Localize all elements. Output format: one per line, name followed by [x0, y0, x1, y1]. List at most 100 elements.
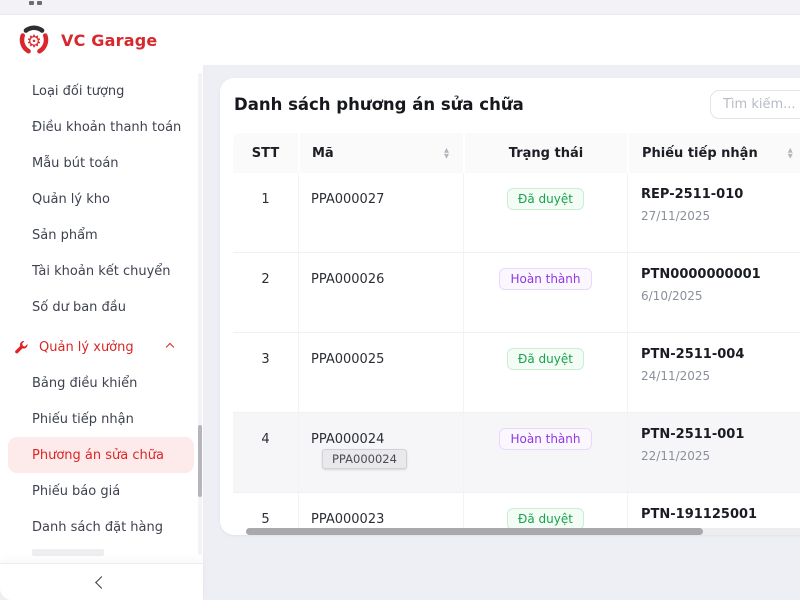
cell-ma: PPA000024 [298, 413, 463, 492]
receipt-date: 24/11/2025 [641, 369, 711, 383]
cell-stt: 4 [261, 432, 270, 447]
sidebar-item-label: Loại đối tượng [32, 83, 125, 99]
sidebar-item-loai-doi-tuong[interactable]: Loại đối tượng [0, 73, 203, 109]
sidebar-item-danh-sach-dat-hang[interactable]: Danh sách đặt hàng [0, 509, 203, 545]
cell-status: Hoàn thành [463, 413, 627, 492]
receipt-date: 27/11/2025 [641, 209, 711, 223]
status-badge: Hoàn thành [499, 428, 592, 450]
receipt-date: 6/10/2025 [641, 289, 703, 303]
svg-text:⚙: ⚙ [26, 32, 41, 52]
page-title: Danh sách phương án sửa chữa [234, 95, 524, 114]
table-row[interactable]: 4 PPA000024 Hoàn thành PTN-2511-001 22/1… [233, 413, 800, 493]
card-header: Danh sách phương án sửa chữa [220, 78, 800, 133]
sidebar-item-label: Tài khoản kết chuyển [32, 263, 171, 279]
ma-value: PPA000026 [311, 272, 385, 287]
cell-stt: 1 [261, 192, 270, 207]
cell-status: Đã duyệt [463, 493, 627, 535]
sidebar-item-san-pham[interactable]: Sản phẩm [0, 217, 203, 253]
sidebar-scrollbar-track[interactable] [198, 73, 202, 555]
cell-receipt: PTN-2511-004 24/11/2025 [627, 333, 800, 412]
sidebar-footer [0, 563, 203, 600]
app-title: VC Garage [61, 30, 158, 50]
ma-value: PPA000024 [311, 432, 385, 447]
ma-value: PPA000025 [311, 352, 385, 367]
cell-ma: PPA000023 [298, 493, 463, 535]
sidebar-item-label: Điều khoản thanh toán [32, 119, 182, 135]
sort-icon[interactable] [444, 148, 449, 159]
data-table: STT Mã Trạng thái Phiếu tiếp nhận 1 PPA0… [233, 133, 800, 535]
status-badge: Đã duyệt [507, 508, 584, 530]
cell-receipt: PTN0000000001 6/10/2025 [627, 253, 800, 332]
cell-ma: PPA000026 [298, 253, 463, 332]
search-input[interactable] [710, 90, 800, 119]
receipt-date: 22/11/2025 [641, 449, 711, 463]
sidebar-item-so-du-ban-dau[interactable]: Số dư ban đầu [0, 289, 203, 325]
ma-value: PPA000023 [311, 512, 385, 527]
sidebar-item-bang-dieu-khien[interactable]: Bảng điều khiển [0, 365, 203, 401]
horizontal-scrollbar-thumb[interactable] [246, 528, 703, 535]
cell-receipt: PTN-191125001 [627, 493, 800, 535]
cell-stt: 5 [261, 512, 270, 527]
cell-status: Đã duyệt [463, 333, 627, 412]
sidebar-section-label: Quản lý xưởng [39, 339, 134, 355]
sidebar-item-label: Mẫu bút toán [32, 155, 119, 171]
table-row[interactable]: 2 PPA000026 Hoàn thành PTN0000000001 6/1… [233, 253, 800, 333]
cell-ma: PPA000027 [298, 173, 463, 252]
sidebar-item-label: Bảng điều khiển [32, 375, 138, 391]
gear-logo-icon[interactable]: ⚙ [16, 22, 52, 58]
status-badge: Đã duyệt [507, 348, 584, 370]
column-label: Phiếu tiếp nhận [642, 145, 758, 161]
status-badge: Hoàn thành [499, 268, 592, 290]
cell-stt: 3 [261, 352, 270, 367]
chevron-up-icon [165, 342, 175, 352]
cell-status: Đã duyệt [463, 173, 627, 252]
sidebar-item-phieu-bao-gia[interactable]: Phiếu báo giá [0, 473, 203, 509]
sidebar-item-label: Sản phẩm [32, 227, 98, 243]
sidebar: Loại đối tượng Điều khoản thanh toán Mẫu… [0, 65, 204, 600]
table-row[interactable]: 3 PPA000025 Đã duyệt PTN-2511-004 24/11/… [233, 333, 800, 413]
column-header-ma[interactable]: Mã [298, 133, 463, 173]
column-header-phieu-tiep-nhan[interactable]: Phiếu tiếp nhận [627, 133, 800, 173]
wrench-icon [14, 340, 29, 355]
sidebar-scrollbar-thumb[interactable] [198, 425, 202, 497]
ma-value: PPA000027 [311, 192, 385, 207]
cell-receipt: REP-2511-010 27/11/2025 [627, 173, 800, 252]
top-strip [0, 0, 800, 15]
sidebar-item-phieu-tiep-nhan[interactable]: Phiếu tiếp nhận [0, 401, 203, 437]
receipt-code: PTN-2511-004 [641, 347, 745, 362]
sidebar-item-label: Quản lý kho [32, 191, 110, 207]
sidebar-item-clipped[interactable] [0, 545, 203, 581]
status-badge: Đã duyệt [507, 188, 584, 210]
cell-ma: PPA000025 [298, 333, 463, 412]
sidebar-item-phuong-an-sua-chua[interactable]: Phương án sửa chữa [8, 437, 194, 473]
horizontal-scrollbar-track[interactable] [246, 528, 800, 535]
table-row[interactable]: 1 PPA000027 Đã duyệt REP-2511-010 27/11/… [233, 173, 800, 253]
receipt-code: REP-2511-010 [641, 187, 744, 202]
cell-stt: 2 [261, 272, 270, 287]
collapse-sidebar-icon[interactable] [95, 575, 108, 589]
sidebar-item-label: Phương án sửa chữa [32, 447, 164, 463]
receipt-code: PTN-2511-001 [641, 427, 745, 442]
receipt-code: PTN0000000001 [641, 267, 761, 282]
column-header-trang-thai[interactable]: Trạng thái [463, 133, 627, 173]
sidebar-item-dieu-khoan-thanh-toan[interactable]: Điều khoản thanh toán [0, 109, 203, 145]
sort-icon[interactable] [788, 148, 793, 159]
content-card: Danh sách phương án sửa chữa STT Mã Trạn… [220, 78, 800, 535]
cell-receipt: PTN-2511-001 22/11/2025 [627, 413, 800, 492]
sidebar-item-tai-khoan-ket-chuyen[interactable]: Tài khoản kết chuyển [0, 253, 203, 289]
window-glyph-icon [29, 1, 43, 5]
tooltip: PPA000024 [322, 449, 407, 469]
sidebar-item-label: Số dư ban đầu [32, 299, 127, 315]
sidebar-menu: Loại đối tượng Điều khoản thanh toán Mẫu… [0, 65, 203, 581]
cell-status: Hoàn thành [463, 253, 627, 332]
column-header-stt[interactable]: STT [251, 145, 280, 161]
sidebar-item-mau-but-toan[interactable]: Mẫu bút toán [0, 145, 203, 181]
sidebar-item-label: Danh sách đặt hàng [32, 519, 163, 535]
app-header: ⚙ VC Garage [0, 15, 800, 65]
sidebar-item-quan-ly-kho[interactable]: Quản lý kho [0, 181, 203, 217]
clipped-item-sliver [32, 548, 104, 556]
column-label: Mã [312, 145, 334, 161]
sidebar-section-quan-ly-xuong[interactable]: Quản lý xưởng [0, 329, 203, 365]
sidebar-item-label: Phiếu báo giá [32, 483, 121, 499]
